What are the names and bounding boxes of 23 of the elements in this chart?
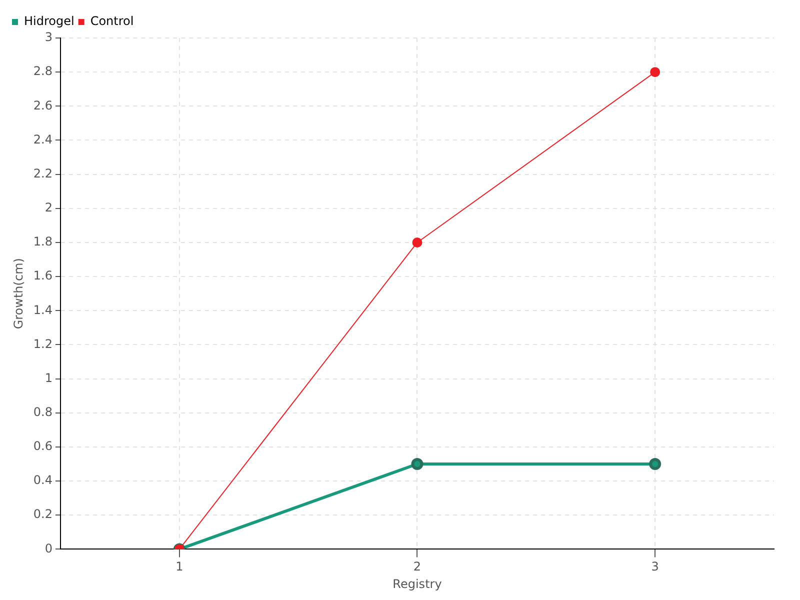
y-tick-label: 2.4 [33, 132, 52, 146]
x-tick-label: 1 [176, 560, 184, 574]
y-tick-label: 1.6 [33, 268, 52, 283]
y-tick-label: 2.8 [33, 64, 52, 78]
x-tick-label: 2 [413, 560, 422, 574]
y-tick-label: 2.2 [33, 166, 52, 180]
y-tick-label: 0.8 [33, 405, 52, 420]
x-axis-title: Registry [392, 576, 442, 591]
x-tick-label: 3 [651, 560, 659, 574]
y-tick-label: 0.6 [33, 439, 52, 454]
y-tick-label: 2 [44, 200, 52, 215]
legend-label: Hidrogel [24, 14, 74, 28]
y-tick-label: 2.6 [33, 98, 52, 112]
y-axis-title: Growth(cm) [11, 258, 26, 330]
y-tick-label: 0.4 [33, 473, 52, 488]
y-tick-label: 1.4 [33, 302, 52, 317]
legend-label: Control [90, 14, 134, 28]
y-tick-label: 0.2 [33, 507, 52, 522]
y-tick-label: 3 [44, 30, 52, 44]
y-tick-label: 0 [44, 541, 52, 556]
y-tick-label: 1.2 [33, 336, 52, 351]
y-tick-label: 1.8 [33, 234, 52, 249]
y-tick-label: 1 [44, 370, 52, 385]
